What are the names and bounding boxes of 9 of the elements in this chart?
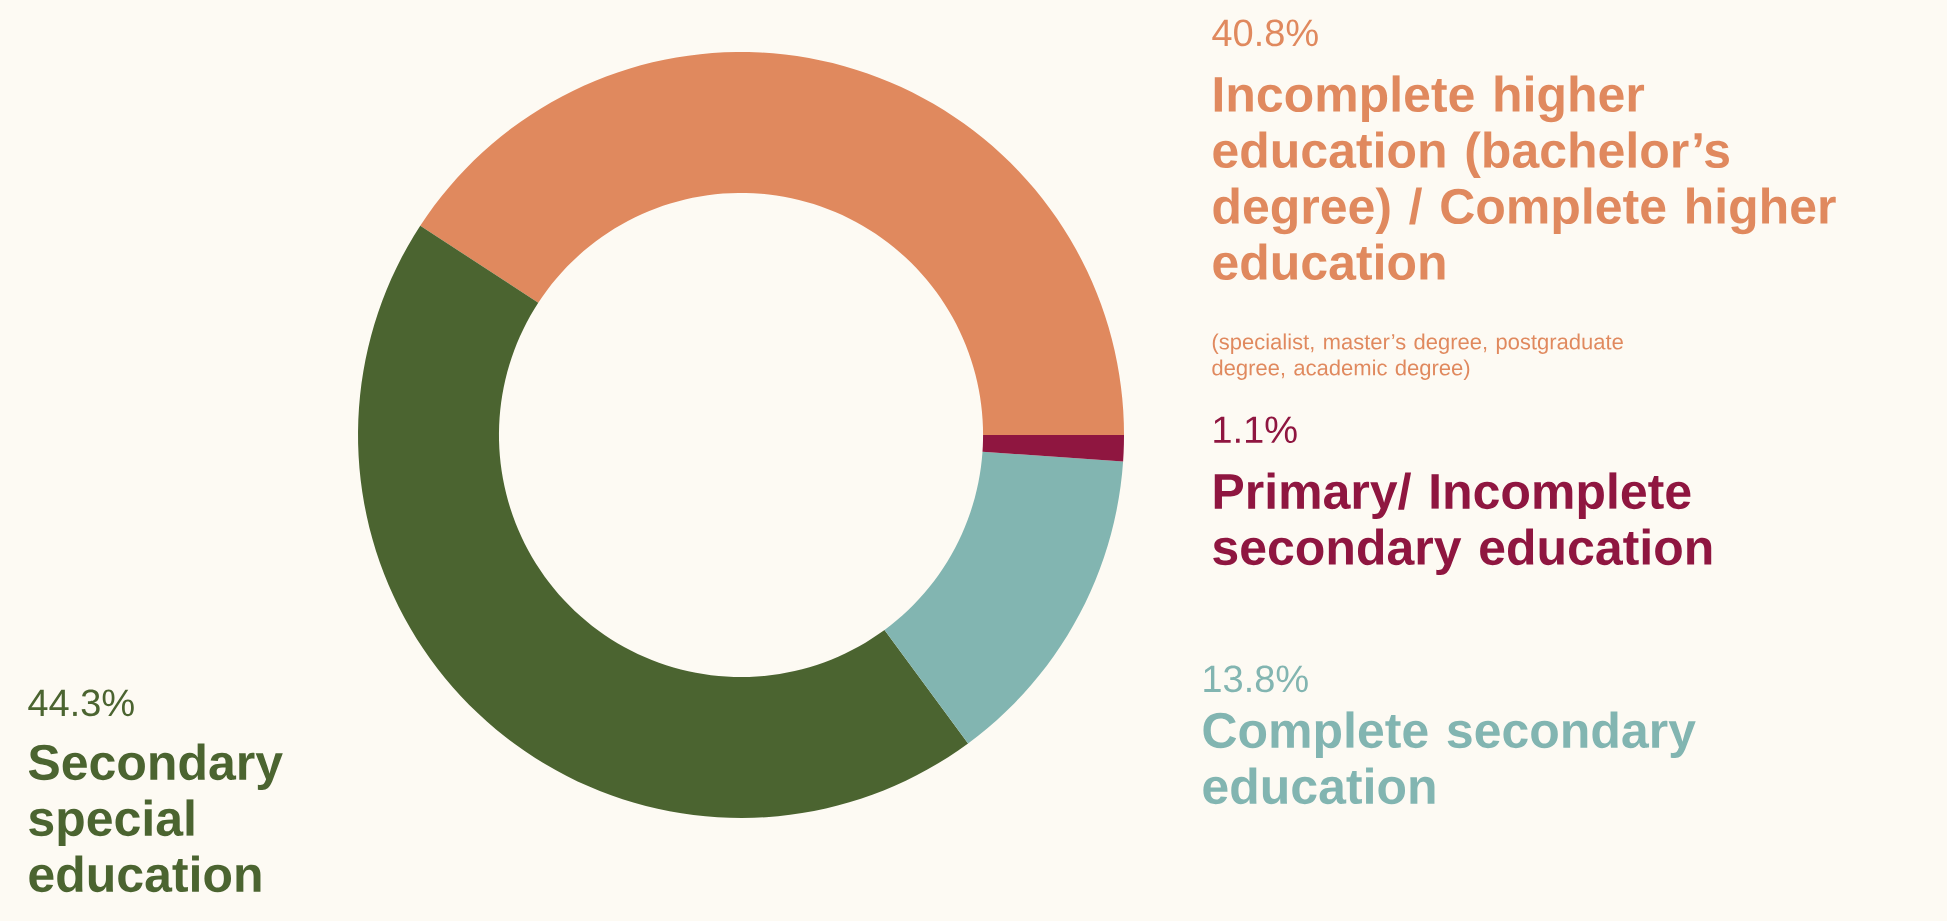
text: (specialist, master’s degree, postgraduate degree, academic degree) bbox=[1212, 333, 1623, 380]
data-label: 40.8% bbox=[1212, 19, 1318, 47]
slice-label: Incomplete higher education (bachelor’s degree) / Complete higher education bbox=[1213, 75, 1836, 281]
slice-label: Secondary special education bbox=[28, 743, 283, 893]
slice-label: Primary/ Incomplete secondary education bbox=[1213, 472, 1712, 576]
data-label: 13.8% bbox=[1204, 665, 1308, 693]
slice-label: Complete secondary education bbox=[1203, 711, 1696, 805]
data-label: 1.1% bbox=[1214, 416, 1297, 443]
data-label: 44.3% bbox=[28, 689, 134, 717]
